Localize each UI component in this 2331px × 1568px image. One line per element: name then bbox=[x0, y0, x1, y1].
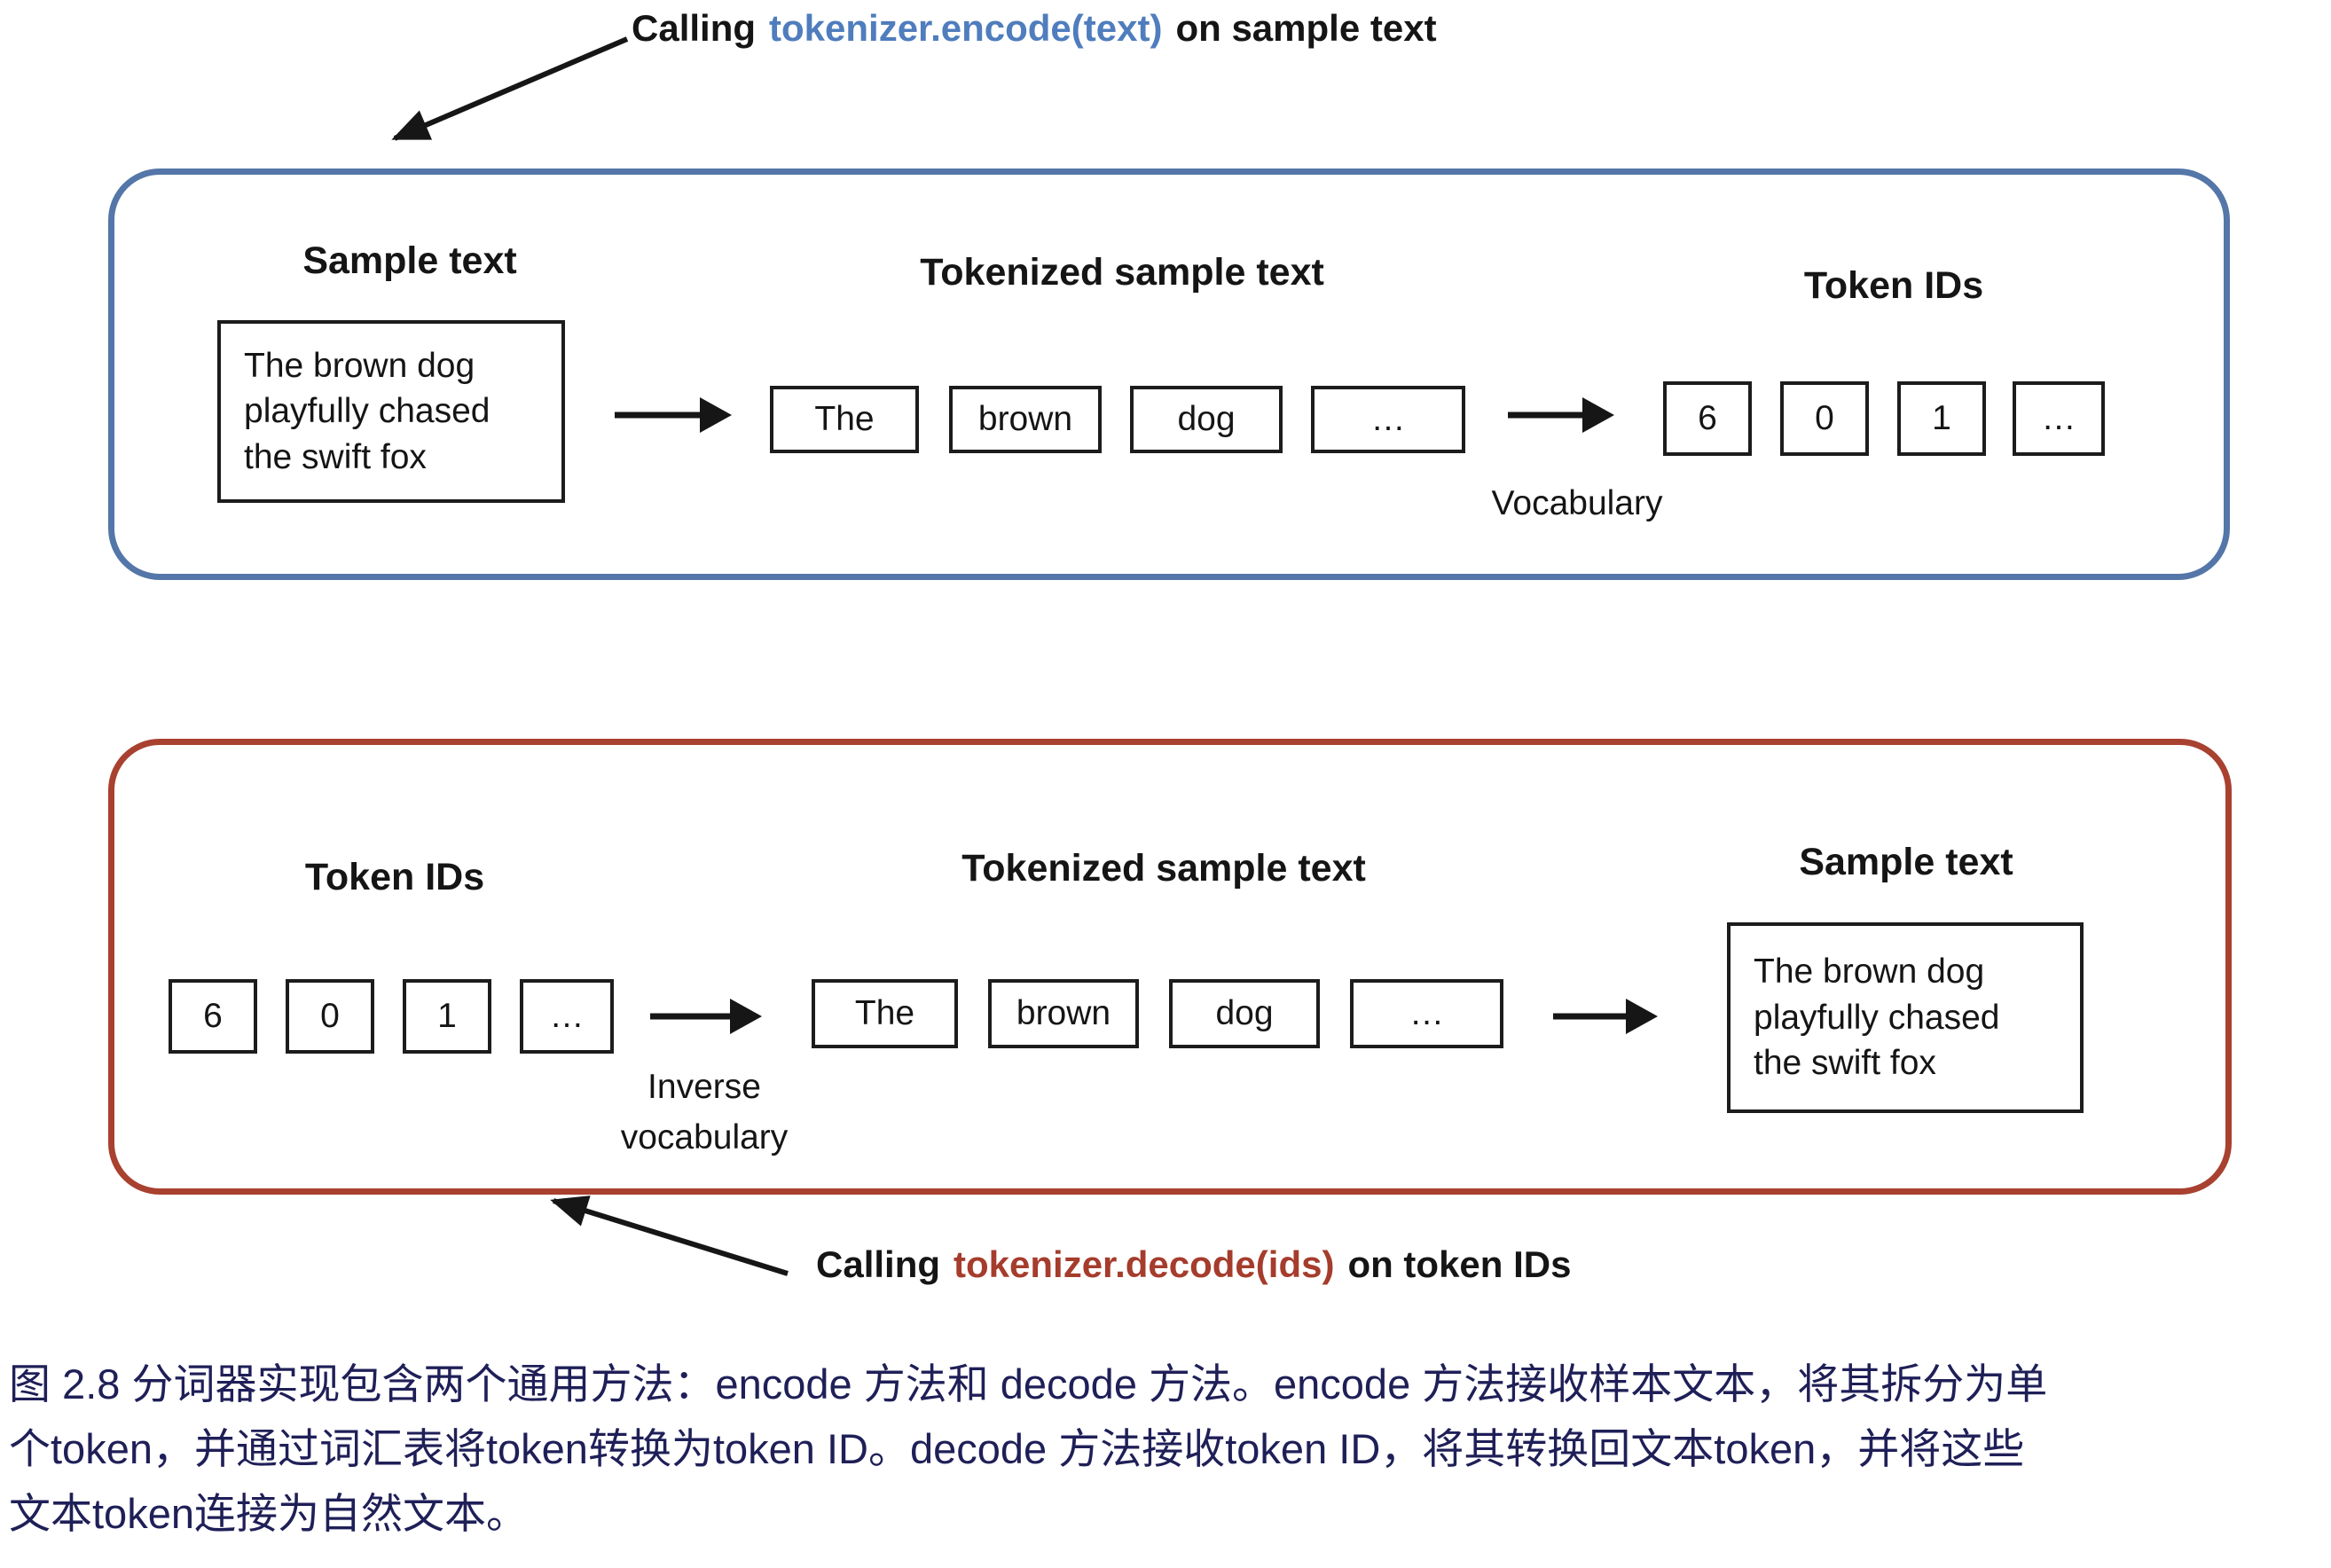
sample-line: The brown dog bbox=[1754, 953, 1985, 992]
arrow-right-icon bbox=[1553, 997, 1658, 1036]
token-box: The bbox=[770, 386, 919, 453]
token-id-box: 0 bbox=[286, 979, 374, 1054]
token-id-box-ellipsis: … bbox=[520, 979, 614, 1054]
encode-annotation-suffix: on sample text bbox=[1175, 7, 1437, 49]
sample-line: the swift fox bbox=[244, 437, 427, 476]
decode-annotation-suffix: on token IDs bbox=[1347, 1243, 1572, 1285]
inverse-vocabulary-line: vocabulary bbox=[620, 1117, 789, 1156]
encode-annotation-arrow-icon bbox=[391, 36, 629, 141]
encode-tokenized-label: Tokenized sample text bbox=[920, 251, 1324, 294]
inverse-vocabulary-label: Inverse vocabulary bbox=[527, 1062, 882, 1163]
arrow-right-icon bbox=[650, 997, 762, 1036]
decode-tokenized-label: Tokenized sample text bbox=[961, 847, 1366, 890]
token-box: The bbox=[812, 979, 958, 1048]
encode-annotation-prefix: Calling bbox=[632, 7, 757, 49]
vocabulary-label: Vocabulary bbox=[1491, 484, 1663, 522]
sample-line: playfully chased bbox=[1754, 998, 2000, 1037]
decode-annotation-arrow-icon bbox=[550, 1196, 789, 1276]
caption-line: 个token，并通过词汇表将token转换为token ID。decode 方法… bbox=[9, 1425, 2025, 1472]
decode-token-ids-label: Token IDs bbox=[304, 856, 485, 898]
sample-line: The brown dog bbox=[244, 346, 475, 385]
decode-method-code: tokenizer.decode(ids) bbox=[954, 1243, 1335, 1285]
figure-caption: 图 2.8 分词器实现包含两个通用方法：encode 方法和 decode 方法… bbox=[9, 1352, 2047, 1546]
token-id-box-ellipsis: … bbox=[2013, 381, 2105, 456]
token-id-box: 6 bbox=[1663, 381, 1752, 456]
inverse-vocabulary-line: Inverse bbox=[648, 1068, 761, 1106]
decode-sample-text-label: Sample text bbox=[1799, 841, 2013, 883]
encode-token-ids-label: Token IDs bbox=[1803, 264, 1984, 307]
token-box: brown bbox=[988, 979, 1139, 1048]
decode-annotation-prefix: Calling bbox=[816, 1243, 941, 1285]
decode-annotation: Calling tokenizer.decode(ids) on token I… bbox=[816, 1243, 1571, 1286]
token-box: brown bbox=[949, 386, 1102, 453]
encode-method-code: tokenizer.encode(text) bbox=[769, 7, 1163, 49]
token-id-box: 1 bbox=[1897, 381, 1986, 456]
sample-line: playfully chased bbox=[244, 392, 491, 431]
encode-panel bbox=[108, 169, 2230, 580]
sample-line: the swift fox bbox=[1754, 1044, 1936, 1083]
caption-line: 文本token连接为自然文本。 bbox=[9, 1490, 528, 1537]
token-id-box: 0 bbox=[1780, 381, 1869, 456]
decode-panel bbox=[108, 739, 2232, 1195]
caption-line: 图 2.8 分词器实现包含两个通用方法：encode 方法和 decode 方法… bbox=[9, 1360, 2048, 1407]
encode-annotation: Calling tokenizer.encode(text) on sample… bbox=[632, 7, 1437, 50]
decode-sample-text-box: The brown dog playfully chased the swift… bbox=[1727, 922, 2084, 1113]
token-box: dog bbox=[1130, 386, 1283, 453]
encode-sample-text-box: The brown dog playfully chased the swift… bbox=[217, 320, 565, 503]
arrow-right-icon bbox=[1508, 396, 1614, 435]
token-box-ellipsis: … bbox=[1311, 386, 1465, 453]
arrow-right-icon bbox=[615, 396, 732, 435]
encode-sample-text-label: Sample text bbox=[302, 239, 517, 282]
token-id-box: 1 bbox=[403, 979, 491, 1054]
token-box-ellipsis: … bbox=[1350, 979, 1503, 1048]
token-box: dog bbox=[1169, 979, 1320, 1048]
token-id-box: 6 bbox=[169, 979, 257, 1054]
